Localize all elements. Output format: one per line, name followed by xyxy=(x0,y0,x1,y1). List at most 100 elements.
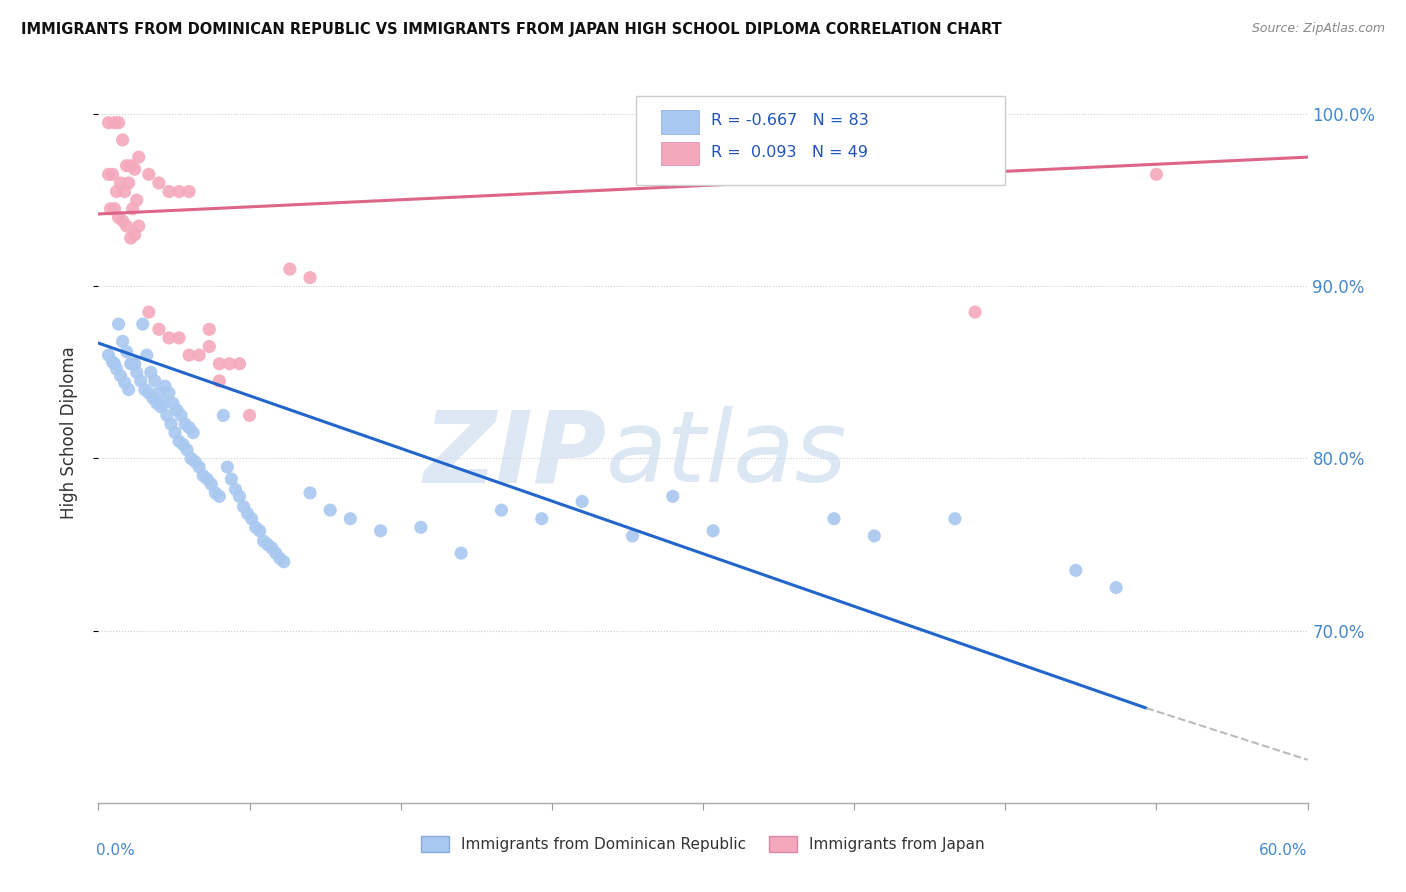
Point xyxy=(702,167,724,181)
Point xyxy=(339,512,361,526)
Point xyxy=(167,185,190,199)
Text: R = -0.667   N = 83: R = -0.667 N = 83 xyxy=(711,112,869,128)
Point xyxy=(179,420,201,434)
Point xyxy=(103,357,125,371)
Point xyxy=(256,537,278,551)
Point xyxy=(128,219,150,233)
Point xyxy=(273,555,295,569)
Point xyxy=(101,355,124,369)
Point xyxy=(228,357,250,371)
Point xyxy=(195,472,218,486)
Point xyxy=(115,219,138,233)
Point xyxy=(107,317,129,331)
Point xyxy=(163,425,186,440)
Point xyxy=(156,409,179,423)
Point xyxy=(224,483,246,497)
Text: R =  0.093   N = 49: R = 0.093 N = 49 xyxy=(711,145,869,160)
Point xyxy=(132,317,155,331)
Point xyxy=(110,176,132,190)
Point xyxy=(260,541,283,555)
Point xyxy=(160,417,183,431)
Point xyxy=(111,214,134,228)
Text: Source: ZipAtlas.com: Source: ZipAtlas.com xyxy=(1251,22,1385,36)
Point xyxy=(221,472,243,486)
Point xyxy=(124,357,146,371)
Point xyxy=(217,460,239,475)
Point xyxy=(138,386,160,401)
Point xyxy=(491,503,513,517)
Point xyxy=(661,489,683,503)
Point xyxy=(148,386,170,401)
Point xyxy=(167,434,190,449)
Point xyxy=(97,116,120,130)
FancyBboxPatch shape xyxy=(661,110,699,134)
Point xyxy=(863,529,886,543)
Y-axis label: High School Diploma: High School Diploma xyxy=(59,346,77,519)
Point xyxy=(139,365,162,379)
Text: IMMIGRANTS FROM DOMINICAN REPUBLIC VS IMMIGRANTS FROM JAPAN HIGH SCHOOL DIPLOMA : IMMIGRANTS FROM DOMINICAN REPUBLIC VS IM… xyxy=(21,22,1002,37)
Point xyxy=(97,167,120,181)
FancyBboxPatch shape xyxy=(637,95,1005,185)
Point xyxy=(232,500,254,514)
Point xyxy=(239,409,262,423)
Point xyxy=(152,396,174,410)
Point xyxy=(97,348,120,362)
Point xyxy=(129,374,152,388)
Point xyxy=(249,524,271,538)
Point xyxy=(253,534,276,549)
Point xyxy=(621,529,644,543)
Point xyxy=(134,383,156,397)
Point xyxy=(114,185,136,199)
Point xyxy=(176,442,198,457)
Point xyxy=(180,451,202,466)
Point xyxy=(204,486,226,500)
Point xyxy=(299,486,322,500)
Point xyxy=(146,396,169,410)
Point xyxy=(208,357,231,371)
Point xyxy=(148,322,170,336)
Point xyxy=(269,551,291,566)
Point xyxy=(228,489,250,503)
Point xyxy=(208,489,231,503)
Point xyxy=(184,455,207,469)
Point xyxy=(120,159,142,173)
Text: atlas: atlas xyxy=(606,407,848,503)
Point xyxy=(148,176,170,190)
Point xyxy=(100,202,122,216)
Point xyxy=(103,116,125,130)
Point xyxy=(172,438,194,452)
Point xyxy=(264,546,287,560)
Point xyxy=(111,133,134,147)
Point xyxy=(278,262,301,277)
Point xyxy=(530,512,553,526)
Point xyxy=(174,417,197,431)
Point xyxy=(110,368,132,383)
Point xyxy=(125,193,148,207)
Point xyxy=(245,520,267,534)
Point xyxy=(193,468,215,483)
Point xyxy=(188,460,211,475)
Point xyxy=(181,425,204,440)
Point xyxy=(1146,167,1168,181)
Point xyxy=(179,185,201,199)
Point xyxy=(120,231,142,245)
Point xyxy=(157,331,180,345)
Point xyxy=(115,344,138,359)
Point xyxy=(319,503,342,517)
Point xyxy=(299,270,322,285)
Point xyxy=(240,512,263,526)
Point xyxy=(179,348,201,362)
Point xyxy=(105,185,128,199)
Point xyxy=(409,520,432,534)
Point xyxy=(571,494,593,508)
Point xyxy=(118,383,141,397)
Point xyxy=(124,227,146,242)
Point xyxy=(198,339,221,353)
Point xyxy=(142,391,165,405)
Point xyxy=(212,409,235,423)
Point xyxy=(370,524,392,538)
Point xyxy=(208,374,231,388)
Point xyxy=(965,305,987,319)
FancyBboxPatch shape xyxy=(661,142,699,165)
Point xyxy=(128,150,150,164)
